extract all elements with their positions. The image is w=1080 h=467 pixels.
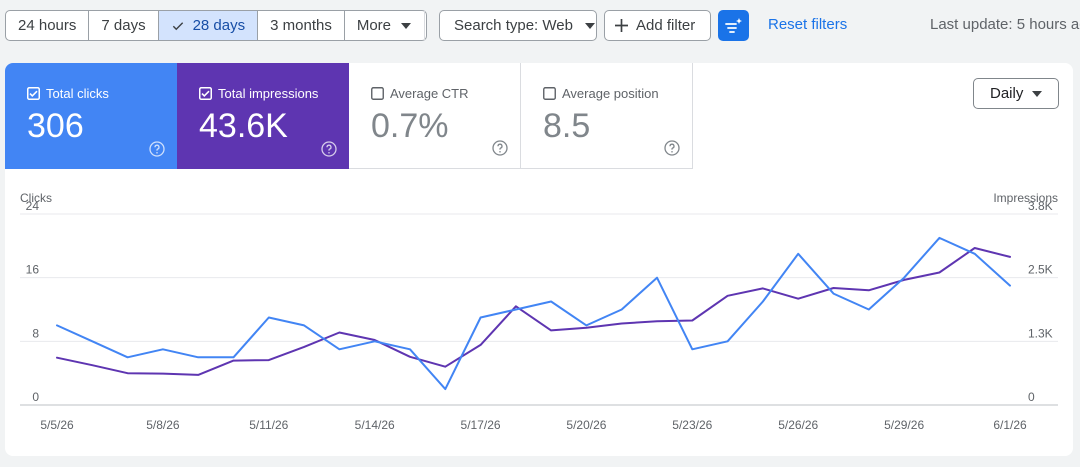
- toolbar: 24 hours 7 days 28 days 3 months More Se…: [0, 0, 1080, 52]
- range-28-days[interactable]: 28 days: [158, 11, 259, 40]
- range-label: 24 hours: [18, 17, 77, 34]
- x-tick-label: 6/1/26: [993, 418, 1027, 432]
- metric-label: Total clicks: [46, 86, 109, 101]
- performance-card: Total clicks 306 Total impressions 43.6K…: [5, 63, 1073, 456]
- x-tick-label: 5/23/26: [672, 418, 712, 432]
- range-3-months[interactable]: 3 months: [258, 11, 345, 40]
- reset-filters-link[interactable]: Reset filters: [768, 16, 848, 33]
- metric-value: 0.7%: [371, 107, 449, 145]
- x-tick-label: 5/8/26: [146, 418, 180, 432]
- granularity-dropdown[interactable]: Daily: [973, 78, 1059, 109]
- series-line-clicks: [56, 236, 1011, 391]
- range-label: 3 months: [270, 17, 332, 34]
- y-tick-label-right: 1.3K: [1028, 326, 1053, 340]
- help-icon[interactable]: [149, 141, 165, 157]
- caret-down-icon: [401, 22, 412, 29]
- metric-total-clicks[interactable]: Total clicks 306: [5, 63, 177, 169]
- metric-value: 43.6K: [199, 107, 288, 145]
- checkbox-checked-icon[interactable]: [27, 87, 40, 100]
- help-icon[interactable]: [664, 140, 680, 156]
- range-label: More: [356, 17, 392, 34]
- check-icon: [171, 19, 185, 33]
- x-tick-label: 5/14/26: [355, 418, 395, 432]
- help-icon[interactable]: [321, 141, 337, 157]
- y-axis-label-left: Clicks: [20, 191, 52, 205]
- metric-label: Total impressions: [218, 86, 319, 101]
- range-24-hours[interactable]: 24 hours: [6, 11, 90, 40]
- range-more-dropdown[interactable]: More: [345, 11, 426, 40]
- y-tick-label-left: 16: [26, 263, 40, 277]
- y-tick-label-right: 3.8K: [1028, 199, 1053, 213]
- x-tick-label: 5/20/26: [566, 418, 606, 432]
- metric-value: 306: [27, 107, 84, 145]
- last-update-text: Last update: 5 hours ag: [930, 16, 1080, 33]
- metric-label: Average CTR: [390, 86, 469, 101]
- x-tick-label: 5/29/26: [884, 418, 924, 432]
- add-filter-label: Add filter: [636, 17, 696, 34]
- range-label: 28 days: [192, 17, 246, 34]
- x-tick-label: 5/26/26: [778, 418, 818, 432]
- range-label: 7 days: [101, 17, 146, 34]
- y-tick-label-left: 0: [32, 390, 39, 404]
- series-line-impressions: [56, 247, 1011, 376]
- metric-average-ctr[interactable]: Average CTR 0.7%: [349, 63, 521, 169]
- granularity-label: Daily: [990, 85, 1024, 102]
- y-tick-label-left: 8: [32, 326, 39, 340]
- date-range-selector: 24 hours 7 days 28 days 3 months More: [5, 10, 427, 41]
- y-axis-label-right: Impressions: [993, 191, 1058, 205]
- search-type-label: Search type: Web: [454, 17, 573, 34]
- checkbox-unchecked-icon[interactable]: [371, 87, 384, 100]
- caret-down-icon: [584, 22, 595, 29]
- plus-icon: [615, 19, 628, 32]
- filter-settings-button[interactable]: [718, 10, 749, 41]
- search-type-dropdown[interactable]: Search type: Web: [439, 10, 597, 41]
- toolbar-divider: [424, 10, 425, 41]
- checkbox-checked-icon[interactable]: [199, 87, 212, 100]
- y-tick-label-right: 0: [1028, 390, 1035, 404]
- metric-average-position[interactable]: Average position 8.5: [521, 63, 693, 169]
- metric-total-impressions[interactable]: Total impressions 43.6K: [177, 63, 349, 169]
- x-tick-label: 5/17/26: [461, 418, 501, 432]
- metric-label: Average position: [562, 86, 659, 101]
- filter-sparkle-icon: [724, 17, 743, 35]
- add-filter-button[interactable]: Add filter: [604, 10, 711, 41]
- x-tick-label: 5/11/26: [249, 418, 288, 432]
- y-tick-label-left: 24: [26, 199, 40, 213]
- range-7-days[interactable]: 7 days: [89, 11, 159, 40]
- metric-value: 8.5: [543, 107, 591, 145]
- checkbox-unchecked-icon[interactable]: [543, 87, 556, 100]
- y-tick-label-right: 2.5K: [1028, 263, 1053, 277]
- help-icon[interactable]: [492, 140, 508, 156]
- caret-down-icon: [1032, 90, 1042, 97]
- x-tick-label: 5/5/26: [40, 418, 74, 432]
